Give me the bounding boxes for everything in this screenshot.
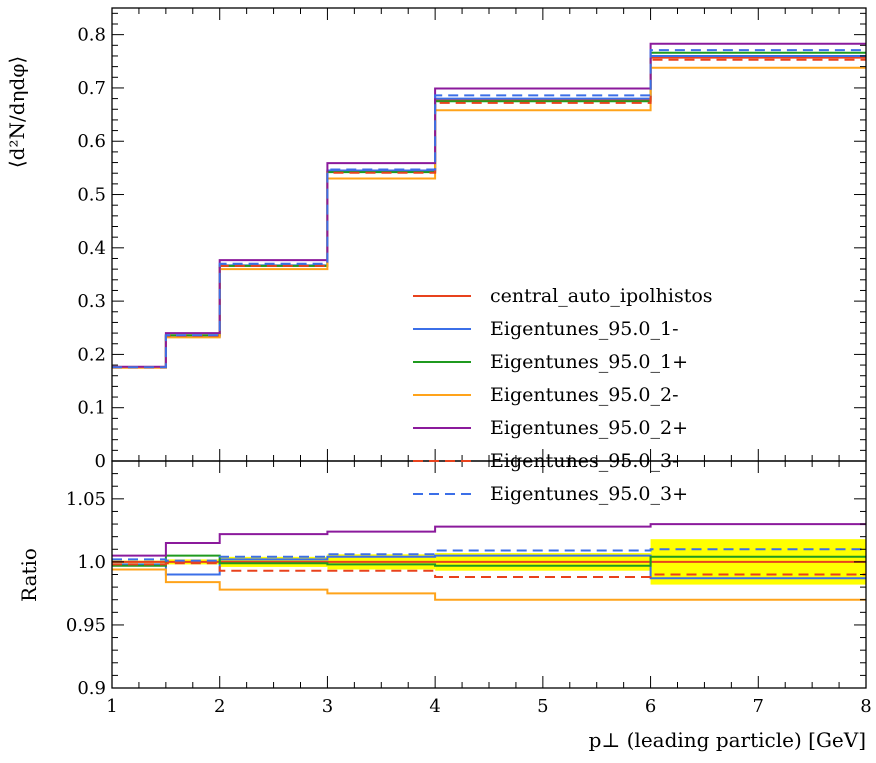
legend-label-eigentunes-95-0-3: Eigentunes_95.0_3-	[490, 450, 679, 472]
main-y-tick-label: 0	[95, 451, 106, 472]
x-tick-label: 5	[537, 696, 548, 717]
ratio-y-tick-label: 0.9	[77, 678, 106, 699]
legend-label-eigentunes-95-0-1: Eigentunes_95.0_1-	[490, 318, 679, 340]
main-series-eigentunes-95-0-2	[112, 66, 866, 369]
x-tick-label: 8	[860, 696, 871, 717]
ratio-y-axis-title: Ratio	[17, 548, 41, 602]
ratio-y-tick-label: 1.05	[66, 489, 106, 510]
x-tick-label: 1	[106, 696, 117, 717]
legend-label-eigentunes-95-0-2: Eigentunes_95.0_2+	[490, 417, 688, 439]
main-y-tick-label: 0.8	[77, 25, 106, 46]
x-tick-label: 6	[645, 696, 656, 717]
main-y-tick-label: 0.2	[77, 344, 106, 365]
main-series-eigentunes-95-0-2	[112, 42, 866, 368]
main-y-tick-label: 0.7	[77, 78, 106, 99]
ratio-series-eigentunes-95-0-1	[112, 554, 866, 567]
x-tick-label: 7	[753, 696, 764, 717]
main-plot-panel: 0 0.1 0.2 0.3 0.4 0.5 0.6 0.7 0.8	[77, 7, 867, 472]
ratio-y-tick-label: 0.95	[66, 615, 106, 636]
ratio-series-eigentunes-95-0-3	[112, 562, 866, 578]
main-y-tick-label: 0.6	[77, 131, 106, 152]
main-series-central-auto-ipolhistos	[112, 56, 866, 369]
main-y-tick-label: 0.3	[77, 291, 106, 312]
main-y-tick-label: 0.5	[77, 185, 106, 206]
ratio-series-eigentunes-95-0-2	[112, 523, 866, 557]
legend-label-central-auto-ipolhistos: central_auto_ipolhistos	[490, 285, 713, 307]
ratio-plot-panel: 0.9 0.95 1.0 1.05 1 2 3 4 5 6 7 8	[66, 460, 872, 717]
main-y-axis-title: ⟨d²N/dηdφ⟩	[5, 56, 29, 168]
ratio-series-eigentunes-95-0-2	[112, 568, 866, 601]
main-series-eigentunes-95-0-3	[112, 58, 866, 369]
ratio-y-tick-label: 1.0	[77, 552, 106, 573]
legend: central_auto_ipolhistos Eigentunes_95.0_1…	[413, 285, 713, 505]
x-tick-label: 2	[214, 696, 225, 717]
main-series-eigentunes-95-0-3	[112, 49, 866, 369]
main-plot-frame	[111, 7, 867, 462]
legend-label-eigentunes-95-0-2: Eigentunes_95.0_2-	[490, 384, 679, 406]
legend-label-eigentunes-95-0-3: Eigentunes_95.0_3+	[490, 483, 688, 505]
main-y-tick-label: 0.4	[77, 238, 106, 259]
ratio-series-eigentunes-95-0-3	[112, 548, 866, 562]
x-tick-label: 4	[429, 696, 440, 717]
main-y-tick-label: 0.1	[77, 398, 106, 419]
legend-label-eigentunes-95-0-1: Eigentunes_95.0_1+	[490, 351, 688, 373]
x-axis-title: p⊥ (leading particle) [GeV]	[589, 728, 866, 752]
x-tick-label: 3	[322, 696, 333, 717]
